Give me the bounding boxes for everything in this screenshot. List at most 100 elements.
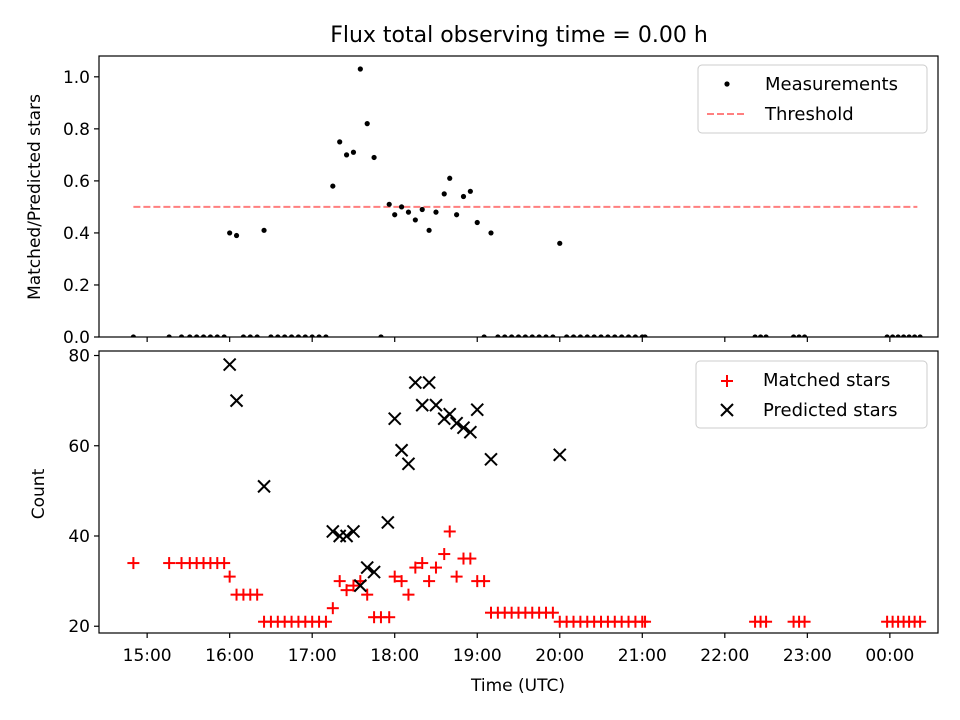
predicted-star-point bbox=[367, 565, 381, 579]
predicted-star-point bbox=[470, 402, 484, 417]
bottom-x-axis-ticks: 15:00 16:00 17:00 18:00 19:00 20:00 21:00 22:00… bbox=[123, 633, 914, 666]
matched-star-point bbox=[251, 588, 264, 601]
measurement-point bbox=[515, 334, 522, 337]
measurement-point bbox=[474, 219, 480, 226]
bottom-x-axis-label: Time (UTC) bbox=[470, 676, 565, 696]
measurement-point bbox=[895, 334, 901, 337]
bottom-y-tick-label: 20 bbox=[68, 617, 90, 637]
bottom-x-tick-label: 00:00 bbox=[865, 646, 914, 666]
measurement-point bbox=[460, 193, 467, 200]
bottom-x-tick-label: 16:00 bbox=[205, 646, 254, 666]
measurement-point bbox=[570, 334, 577, 337]
measurement-point bbox=[564, 334, 570, 337]
top-y-tick-label: 1.0 bbox=[63, 68, 90, 88]
measurement-point bbox=[591, 334, 597, 337]
measurement-point bbox=[884, 334, 890, 337]
predicted-star-point bbox=[257, 479, 271, 494]
top-y-tick-label: 0.8 bbox=[63, 120, 90, 140]
predicted-star-point bbox=[353, 578, 368, 593]
measurement-point bbox=[309, 334, 315, 337]
measurement-point bbox=[398, 204, 405, 210]
measurement-point bbox=[233, 232, 240, 239]
predicted-star-point bbox=[401, 457, 416, 471]
matched-star-point bbox=[333, 575, 346, 588]
predicted-star-point bbox=[388, 411, 402, 426]
top-legend-box bbox=[697, 64, 928, 134]
matched-star-point bbox=[395, 575, 408, 588]
measurement-point bbox=[906, 334, 912, 337]
bottom-x-tick-label: 17:00 bbox=[288, 646, 337, 666]
measurement-point bbox=[343, 152, 350, 158]
measurement-point bbox=[247, 334, 253, 337]
top-y-tick-label: 0.6 bbox=[63, 172, 90, 192]
legend-label-threshold: Threshold bbox=[764, 104, 854, 125]
measurement-point bbox=[282, 334, 288, 337]
measurement-point bbox=[550, 334, 556, 337]
legend-label-matched: Matched stars bbox=[763, 370, 890, 391]
measurement-point bbox=[254, 334, 260, 337]
measurement-point bbox=[605, 334, 611, 337]
matched-star-point bbox=[438, 548, 451, 561]
predicted-star-point bbox=[443, 407, 457, 421]
predicted-star-point bbox=[463, 425, 478, 439]
bottom-legend-box bbox=[695, 360, 928, 429]
matched-star-point bbox=[443, 525, 456, 538]
measurement-point bbox=[577, 334, 583, 337]
legend-label-predicted: Predicted stars bbox=[763, 400, 897, 421]
measurement-point bbox=[481, 334, 487, 337]
measurement-point bbox=[194, 334, 200, 337]
predicted-star-point bbox=[346, 524, 361, 539]
top-y-axis-label: Matched/Predicted stars bbox=[25, 94, 45, 300]
measurement-point bbox=[612, 334, 618, 337]
measurement-point bbox=[912, 334, 918, 337]
legend-marker-measurements bbox=[724, 81, 730, 87]
measurement-point bbox=[543, 334, 549, 337]
measurement-point bbox=[584, 334, 590, 337]
measurement-point bbox=[166, 334, 172, 337]
measurement-point bbox=[642, 334, 648, 337]
matched-star-point bbox=[546, 606, 559, 619]
top-x-axis-ticks bbox=[146, 337, 891, 342]
matched-star-point bbox=[319, 615, 332, 628]
measurement-point bbox=[364, 121, 370, 127]
bottom-y-axis-ticks: 20 40 60 80 bbox=[68, 347, 99, 637]
predicted-star-point bbox=[408, 375, 423, 390]
measurement-point bbox=[598, 334, 604, 337]
measurement-point bbox=[419, 206, 425, 213]
bottom-x-tick-label: 23:00 bbox=[783, 646, 832, 666]
matched-star-point bbox=[127, 557, 140, 570]
matched-star-point bbox=[464, 552, 477, 565]
predicted-star-point bbox=[415, 398, 429, 412]
matched-star-point bbox=[409, 561, 422, 574]
measurement-point bbox=[240, 334, 247, 337]
predicted-star-point bbox=[422, 375, 436, 390]
measurement-point bbox=[467, 188, 473, 194]
predicted-star-point bbox=[394, 443, 409, 457]
chart-title: Flux total observing time = 0.00 h bbox=[330, 23, 708, 48]
top-y-axis-ticks: 0.0 0.2 0.4 0.6 0.8 1.0 bbox=[63, 68, 99, 348]
matched-star-point bbox=[478, 575, 491, 588]
bottom-x-tick-label: 19:00 bbox=[453, 646, 502, 666]
measurement-point bbox=[454, 212, 460, 218]
predicted-star-point bbox=[360, 560, 374, 575]
legend-marker-predicted bbox=[720, 403, 734, 417]
bottom-x-tick-label: 15:00 bbox=[123, 646, 172, 666]
measurement-point bbox=[337, 139, 343, 145]
measurement-point bbox=[302, 334, 308, 337]
measurement-point bbox=[227, 230, 233, 236]
measurement-point bbox=[295, 334, 302, 337]
matched-star-point bbox=[223, 570, 236, 583]
bottom-axes-frame bbox=[98, 350, 939, 634]
predicted-star-point bbox=[381, 515, 395, 530]
matched-star-point bbox=[163, 557, 176, 570]
bottom-plot-area bbox=[127, 357, 927, 628]
matched-star-point bbox=[423, 575, 436, 588]
legend-label-measurements: Measurements bbox=[765, 74, 898, 95]
measurement-point bbox=[316, 334, 322, 337]
measurement-point bbox=[392, 212, 398, 218]
measurement-point bbox=[757, 334, 764, 337]
measurement-point bbox=[495, 334, 501, 337]
bottom-y-tick-label: 60 bbox=[68, 437, 90, 457]
measurement-point bbox=[557, 240, 563, 246]
